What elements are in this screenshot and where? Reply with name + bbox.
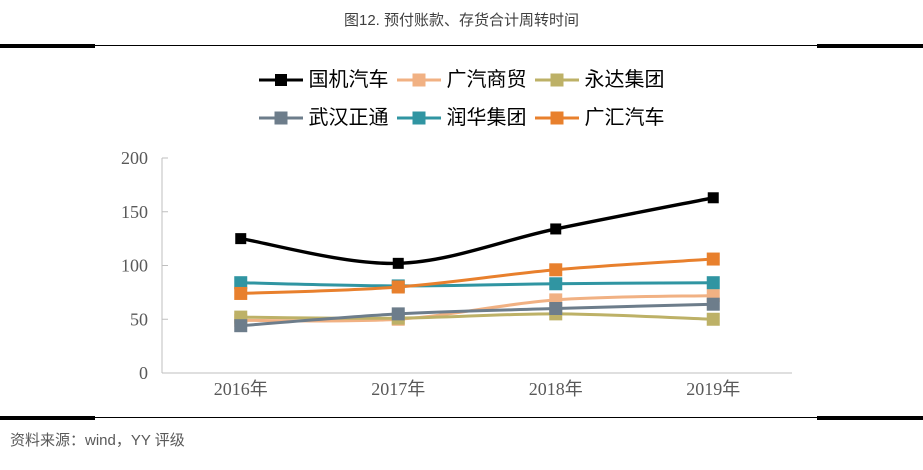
series-marker-0 [235,233,247,245]
rule-thick-left [0,43,95,48]
series-marker-0 [392,257,404,269]
rule-thick-right [817,43,923,48]
legend-line-marker-icon [258,74,303,86]
series-line-3 [240,302,714,328]
legend-item: 国机汽车 [258,69,389,91]
legend-item: 广汇汽车 [534,107,665,129]
series-marker-0 [707,192,719,204]
legend-item-label: 国机汽车 [308,69,389,91]
series-marker-0 [550,223,562,235]
legend-item: 武汉正通 [258,107,389,129]
x-tick-label: 2016年 [214,379,268,399]
series-marker-5 [549,263,563,277]
series-marker-3 [706,297,720,311]
rule-thin [95,44,817,47]
legend-line-marker-icon [258,111,303,125]
legend-item-label: 永达集团 [584,69,665,91]
legend-item: 广汽商贸 [396,69,527,91]
x-tick-label: 2019年 [686,379,740,399]
legend-row-0: 国机汽车 广汽商贸 永达集团 [0,61,923,99]
series-marker-2 [706,312,720,326]
line-chart: 0 50 100 150 200 2016年 2017年 2018年 2019年 [121,148,792,399]
chart-legend: 国机汽车 广汽商贸 永达集团武汉正通 润华集团 广汇汽车 [0,61,923,137]
legend-item: 润华集团 [396,107,527,129]
source-note: 资料来源：wind，YY 评级 [10,432,185,449]
legend-line-marker-icon [396,73,441,87]
series-marker-4 [234,276,248,290]
legend-line-marker-icon [534,73,579,87]
series-line-4 [240,281,714,288]
y-tick-label: 150 [121,202,148,222]
legend-line-marker-icon [396,111,441,125]
y-tick-label: 200 [121,148,148,168]
legend-item-label: 广汽商贸 [446,69,527,91]
chart-title: 图12. 预付账款、存货合计周转时间 [343,12,580,29]
x-tick-label: 2017年 [371,379,425,399]
series-line-0 [240,196,714,266]
legend-item-label: 武汉正通 [308,107,389,129]
legend-item-label: 广汇汽车 [584,107,665,129]
series-marker-5 [391,280,405,294]
top-rule [0,43,923,48]
rule-thick-right [817,415,923,420]
series-marker-4 [706,276,720,290]
series-marker-3 [234,319,248,333]
rule-thick-left [0,415,95,420]
y-tick-label: 100 [121,256,148,276]
y-tick-label: 0 [139,363,148,383]
legend-item: 永达集团 [534,69,665,91]
series-line-5 [240,257,714,295]
legend-line-marker-icon [534,111,579,125]
y-tick-label: 50 [130,309,148,329]
legend-row-1: 武汉正通 润华集团 广汇汽车 [0,99,923,137]
series-marker-4 [549,277,563,291]
bottom-rule [0,415,923,420]
series-marker-5 [706,252,720,266]
series-marker-3 [549,302,563,315]
series-marker-3 [391,307,405,321]
rule-thin [95,416,817,419]
series-line-2 [240,312,714,321]
series-marker-5 [234,286,248,300]
legend-item-label: 润华集团 [446,107,527,129]
x-tick-label: 2018年 [529,379,583,399]
